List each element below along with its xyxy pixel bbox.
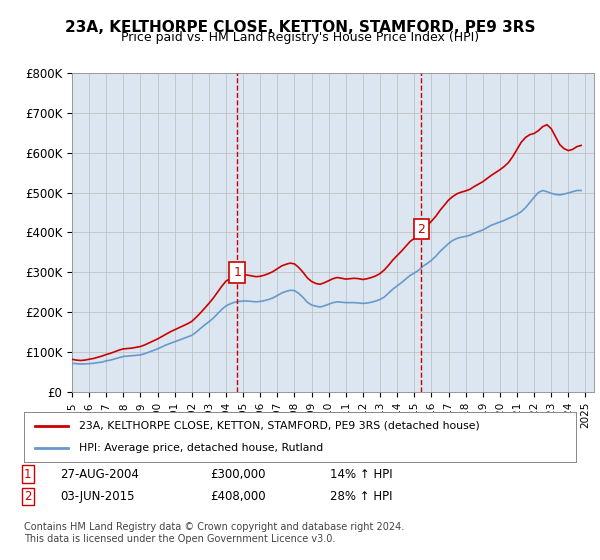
Text: 2: 2 xyxy=(418,223,425,236)
Text: Price paid vs. HM Land Registry's House Price Index (HPI): Price paid vs. HM Land Registry's House … xyxy=(121,31,479,44)
Text: £300,000: £300,000 xyxy=(210,468,265,480)
Text: 1: 1 xyxy=(233,266,241,279)
Text: 23A, KELTHORPE CLOSE, KETTON, STAMFORD, PE9 3RS: 23A, KELTHORPE CLOSE, KETTON, STAMFORD, … xyxy=(65,20,535,35)
Text: 2: 2 xyxy=(24,490,32,503)
Text: 1: 1 xyxy=(24,468,32,480)
Text: 28% ↑ HPI: 28% ↑ HPI xyxy=(330,490,392,503)
Text: 03-JUN-2015: 03-JUN-2015 xyxy=(60,490,134,503)
Text: Contains HM Land Registry data © Crown copyright and database right 2024.
This d: Contains HM Land Registry data © Crown c… xyxy=(24,522,404,544)
Text: HPI: Average price, detached house, Rutland: HPI: Average price, detached house, Rutl… xyxy=(79,443,323,453)
Text: 27-AUG-2004: 27-AUG-2004 xyxy=(60,468,139,480)
Text: 23A, KELTHORPE CLOSE, KETTON, STAMFORD, PE9 3RS (detached house): 23A, KELTHORPE CLOSE, KETTON, STAMFORD, … xyxy=(79,421,480,431)
Text: 14% ↑ HPI: 14% ↑ HPI xyxy=(330,468,392,480)
Text: £408,000: £408,000 xyxy=(210,490,266,503)
